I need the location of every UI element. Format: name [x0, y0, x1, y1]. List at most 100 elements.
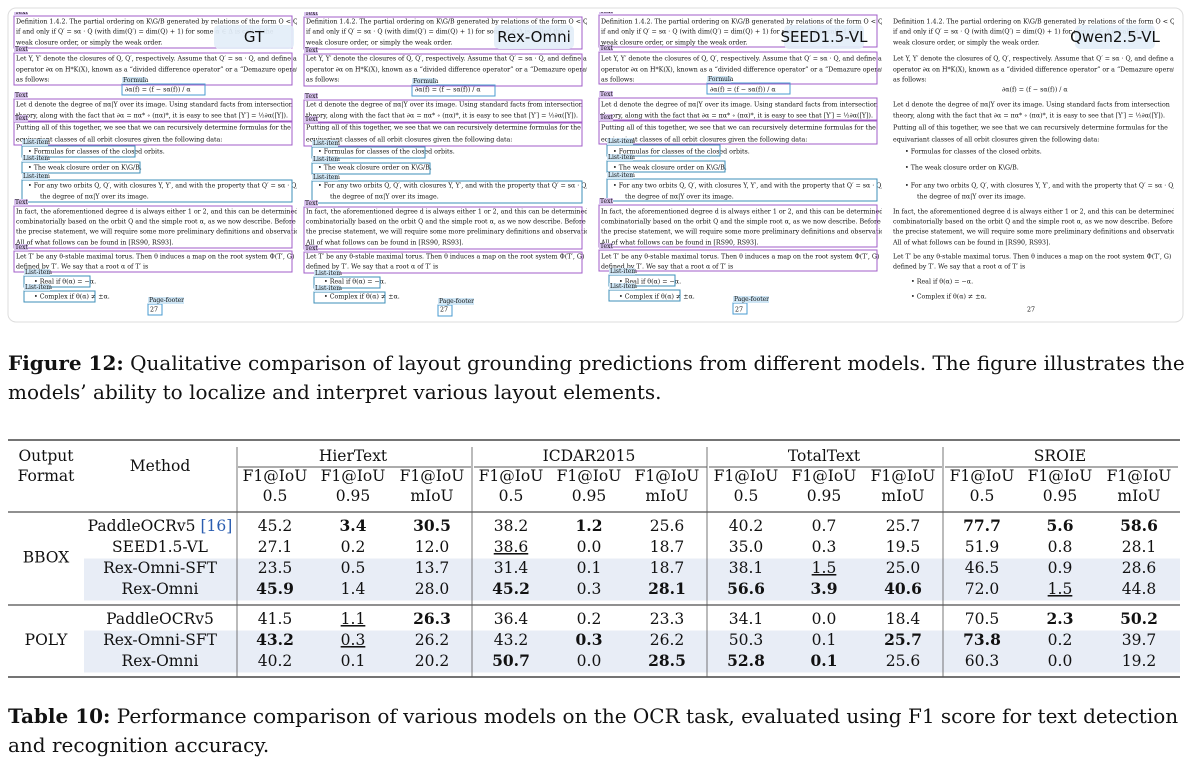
document-line: Definition 1.4.2. The partial ordering o…: [893, 19, 1177, 26]
value-cell: 28.1: [648, 579, 686, 598]
document-line: ∂α(f) = (f − sα(f)) / α: [710, 87, 776, 94]
document-line: • Formulas for classes of the closed orb…: [613, 149, 750, 156]
layout-box: [13, 52, 293, 86]
metric-header: F1@IoU: [479, 467, 544, 485]
value-cell: 19.2: [1122, 652, 1157, 670]
method-cell: SEED1.5-VL: [112, 538, 208, 556]
document-line: In fact, the aforementioned degree d is …: [601, 209, 883, 216]
method-name: Rex-Omni-SFT: [103, 631, 218, 649]
document-line: • Complex if θ(α) ≠ ±α.: [911, 294, 987, 301]
box-tag-bg: [14, 12, 28, 16]
row-shade: [84, 630, 1180, 652]
layout-box: [21, 145, 136, 158]
metric-header: F1@IoU: [792, 467, 857, 485]
value-cell: 0.9: [1048, 559, 1073, 577]
metric-header: F1@IoU: [950, 467, 1015, 485]
method-name: PaddleOCRv5: [106, 610, 214, 628]
layout-box: [23, 275, 91, 288]
box-tag: Page-footer: [439, 298, 474, 305]
box-tag: Text: [15, 115, 28, 122]
header-cell: Output: [18, 447, 74, 465]
document-line: • For any two orbits Q, Q′, with closure…: [28, 183, 298, 190]
document-line: Let d denote the degree of πα|Y over its…: [16, 102, 293, 109]
panel-badge: [784, 25, 864, 49]
layout-box: [411, 84, 496, 97]
caption-text: Qualitative comparison of layout groundi…: [8, 351, 1185, 404]
layout-box: [706, 82, 791, 95]
metric-header: F1@IoU: [557, 467, 622, 485]
value-cell: 50.2: [1120, 609, 1158, 628]
figure-frame: [7, 7, 1184, 323]
document-line: weak closure order, or simply the weak o…: [16, 40, 162, 47]
caption-label: Table 10:: [8, 704, 111, 728]
value-cell: 44.8: [1122, 580, 1157, 598]
box-tag-bg: [304, 93, 318, 100]
value-cell: 28.5: [648, 651, 686, 670]
box-tag: Text: [15, 92, 28, 99]
value-cell: 5.6: [1047, 516, 1074, 535]
document-line: operator ∂α on H*K(X), known as a “divid…: [601, 67, 894, 74]
box-tag-bg: [14, 244, 28, 251]
metric-header: 0.5: [734, 487, 759, 505]
box-tag: List-item: [23, 139, 50, 146]
metric-header: 0.5: [263, 487, 288, 505]
document-line: • Real if θ(α) = −α.: [324, 279, 386, 286]
value-cell: 50.7: [492, 651, 530, 670]
value-cell: 0.1: [577, 559, 602, 577]
value-cell: 0.8: [1048, 538, 1073, 556]
box-tag: Text: [305, 10, 318, 17]
method-name: Rex-Omni-SFT: [103, 559, 218, 577]
format-cell: BBOX: [23, 549, 70, 567]
document-line: the degree of πα|Y over its image.: [917, 194, 1026, 201]
panel-name: Rex-Omni: [497, 28, 571, 46]
box-tag: List-item: [313, 174, 340, 181]
value-cell: 40.2: [258, 652, 293, 670]
box-tag-bg: [314, 285, 340, 292]
box-tag-bg: [314, 270, 340, 277]
metric-header: mIoU: [645, 487, 688, 505]
document-line: as follows:: [601, 77, 635, 84]
document-line: Putting all of this together, we see tha…: [601, 125, 876, 132]
caption-label: Figure 12:: [8, 351, 124, 375]
value-cell: 39.7: [1122, 631, 1157, 649]
document-line: ∂α(f) = (f − sα(f)) / α: [125, 87, 191, 94]
box-tag-bg: [609, 268, 635, 275]
document-line: combinatorially based on the orbit Q and…: [893, 219, 1193, 226]
box-tag-bg: [707, 76, 731, 83]
value-cell: 35.0: [729, 538, 764, 556]
header-cell: Format: [18, 467, 76, 485]
document-line: Let d denote the degree of πα|Y over its…: [601, 102, 878, 109]
value-cell: 0.1: [341, 652, 366, 670]
box-tag-bg: [599, 91, 613, 98]
value-cell: 72.0: [965, 580, 1000, 598]
document-line: Putting all of this together, we see tha…: [306, 125, 581, 132]
box-tag: List-item: [315, 270, 342, 277]
layout-box: [23, 290, 96, 303]
group-header: SROIE: [1034, 447, 1086, 465]
metric-header: 0.95: [572, 487, 607, 505]
method-cell: Rex-Omni-SFT: [103, 559, 218, 577]
box-tag: Page-footer: [734, 296, 769, 303]
metric-header: F1@IoU: [635, 467, 700, 485]
box-tag-bg: [733, 296, 769, 303]
layout-box: [311, 146, 426, 159]
box-tag-bg: [14, 92, 28, 99]
method-name: PaddleOCRv5: [88, 517, 196, 535]
document-line: defined by T′. We say that a root α of T…: [16, 264, 148, 271]
metric-header: F1@IoU: [1028, 467, 1093, 485]
method-cell: PaddleOCRv5: [106, 610, 214, 628]
value-cell: 25.7: [886, 517, 921, 535]
document-line: 27: [735, 307, 743, 314]
layout-box: [303, 99, 583, 123]
document-line: combinatorially based on the orbit Q and…: [306, 219, 607, 226]
document-line: combinatorially based on the orbit Q and…: [601, 219, 902, 226]
box-tag-bg: [607, 172, 633, 179]
metric-header: 0.5: [970, 487, 995, 505]
value-cell: 0.2: [341, 538, 366, 556]
value-cell: 0.0: [1048, 652, 1073, 670]
value-cell: 56.6: [727, 579, 765, 598]
value-cell: 3.4: [340, 516, 367, 535]
document-line: equivariant classes of all orbit closure…: [16, 137, 222, 144]
box-tag: Text: [15, 199, 28, 206]
citation[interactable]: [16]: [200, 517, 232, 535]
